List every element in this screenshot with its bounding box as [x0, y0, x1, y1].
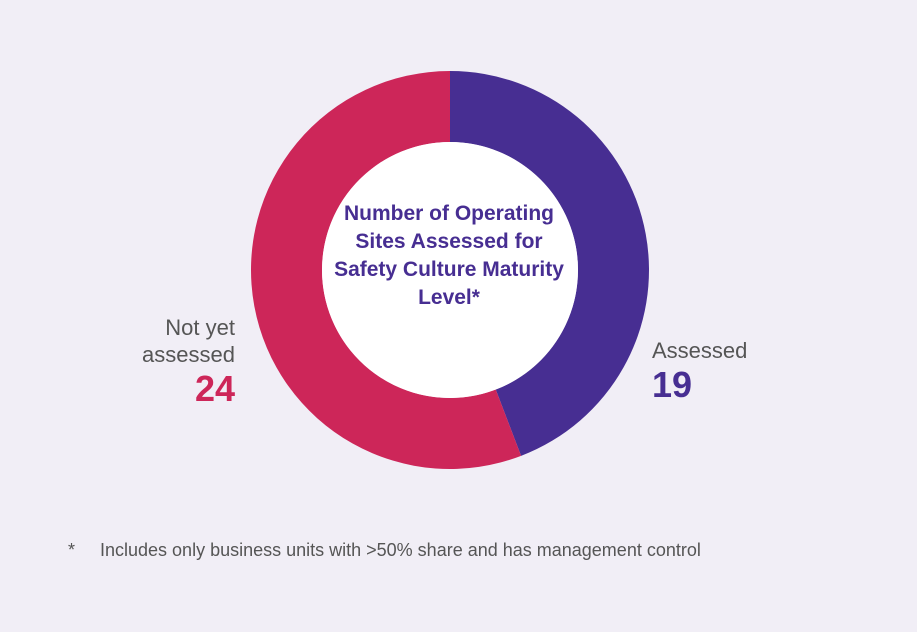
footnote-text: Includes only business units with >50% s… — [100, 540, 701, 560]
donut-slice-not-yet-assessed — [251, 71, 522, 469]
label-assessed-value: 19 — [652, 364, 693, 405]
label-assessed: Assessed 19 — [652, 337, 747, 406]
footnote: * Includes only business units with >50% … — [68, 540, 701, 561]
label-assessed-text: Assessed — [652, 338, 748, 363]
donut-center — [322, 142, 578, 398]
label-not-yet-assessed: Not yet assessed 24 — [142, 314, 235, 410]
label-not-yet-assessed-value: 24 — [194, 368, 235, 409]
donut-slice-assessed — [450, 71, 649, 456]
chart-title: Number of Operating Sites Assessed for S… — [334, 202, 564, 309]
label-not-yet-assessed-text: Not yet assessed — [142, 315, 235, 367]
footnote-marker: * — [68, 540, 76, 560]
